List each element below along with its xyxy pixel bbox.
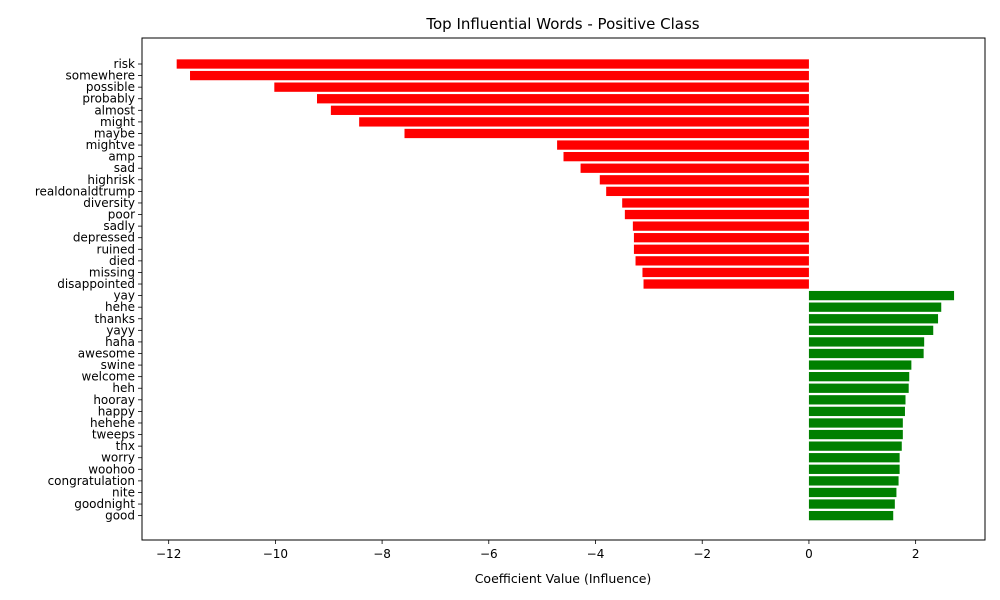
y-tick-label: congratulation bbox=[48, 474, 135, 488]
x-axis-label: Coefficient Value (Influence) bbox=[475, 571, 652, 586]
x-tick-label: −8 bbox=[373, 547, 391, 561]
y-tick-label: missing bbox=[89, 265, 135, 279]
bar-poor bbox=[624, 209, 809, 220]
y-tick-label: worry bbox=[101, 451, 135, 465]
y-tick-label: haha bbox=[105, 335, 135, 349]
bar-disappointed bbox=[643, 279, 809, 289]
y-tick-label: swine bbox=[101, 358, 135, 372]
bar-yay bbox=[808, 290, 955, 301]
y-tick-label: yay bbox=[113, 289, 135, 303]
y-tick-label: nite bbox=[112, 485, 135, 499]
y-tick-label: thx bbox=[116, 439, 135, 453]
bar-worry bbox=[808, 453, 900, 463]
bar-woohoo bbox=[808, 464, 900, 474]
y-tick-label: almost bbox=[94, 103, 135, 117]
bar-happy bbox=[808, 406, 905, 417]
x-tick-label: −4 bbox=[587, 547, 605, 561]
y-tick-label: risk bbox=[114, 57, 136, 71]
y-tick-label: died bbox=[109, 254, 135, 268]
y-tick-label: yayy bbox=[106, 323, 135, 337]
y-tick-label: somewhere bbox=[65, 69, 135, 83]
bar-awesome bbox=[808, 348, 924, 359]
y-tick-label: disappointed bbox=[57, 277, 135, 291]
x-tick-label: −10 bbox=[263, 547, 288, 561]
x-tick-label: −12 bbox=[156, 547, 181, 561]
bar-good bbox=[808, 510, 894, 521]
bar-haha bbox=[808, 337, 925, 347]
x-tick-label: 2 bbox=[912, 547, 920, 561]
y-tick-label: realdonaldtrump bbox=[35, 184, 135, 198]
bar-maybe bbox=[404, 128, 809, 139]
bar-yayy bbox=[808, 325, 934, 335]
bar-welcome bbox=[808, 372, 910, 382]
x-tick-label: −2 bbox=[693, 547, 711, 561]
bar-died bbox=[635, 256, 809, 266]
y-tick-label: might bbox=[100, 115, 135, 129]
bar-sadly bbox=[632, 221, 809, 231]
bar-missing bbox=[642, 267, 809, 278]
y-tick-label: thanks bbox=[95, 312, 135, 326]
bar-swine bbox=[808, 360, 912, 370]
y-tick-label: poor bbox=[108, 208, 135, 222]
bar-probably bbox=[317, 94, 809, 104]
y-tick-label: hooray bbox=[93, 393, 135, 407]
bar-congratulation bbox=[808, 476, 899, 486]
bar-thx bbox=[808, 441, 902, 451]
bar-highrisk bbox=[599, 175, 809, 185]
chart-title: Top Influential Words - Positive Class bbox=[425, 15, 699, 33]
y-tick-label: tweeps bbox=[92, 428, 135, 442]
y-tick-label: highrisk bbox=[87, 173, 135, 187]
bar-might bbox=[359, 117, 809, 127]
bar-sad bbox=[580, 163, 809, 173]
y-tick-label: maybe bbox=[94, 126, 135, 140]
bar-realdonaldtrump bbox=[606, 186, 809, 197]
bar-amp bbox=[563, 151, 809, 162]
bar-depressed bbox=[633, 233, 809, 243]
bar-thanks bbox=[808, 314, 939, 324]
y-tick-label: hehe bbox=[105, 300, 135, 314]
y-tick-label: awesome bbox=[78, 347, 135, 361]
bar-tweeps bbox=[808, 429, 903, 440]
bar-possible bbox=[274, 82, 809, 92]
y-axis: risksomewherepossibleprobablyalmostmight… bbox=[35, 57, 142, 523]
y-tick-label: hehehe bbox=[90, 416, 135, 430]
y-tick-label: possible bbox=[86, 80, 135, 94]
x-axis: −12 −10 −8 −6 −4 −2 0 2 bbox=[156, 540, 919, 561]
y-tick-label: heh bbox=[112, 381, 135, 395]
bar-heh bbox=[808, 383, 909, 393]
bar-hehe bbox=[808, 302, 942, 312]
y-tick-label: ruined bbox=[97, 242, 135, 256]
x-tick-label: −6 bbox=[480, 547, 498, 561]
y-tick-label: sad bbox=[114, 161, 135, 175]
y-tick-label: sadly bbox=[103, 219, 135, 233]
bar-almost bbox=[330, 105, 809, 115]
bar-diversity bbox=[622, 198, 809, 208]
y-tick-label: welcome bbox=[81, 370, 135, 384]
bar-ruined bbox=[633, 244, 809, 254]
y-tick-label: happy bbox=[98, 404, 135, 418]
y-tick-label: mightve bbox=[86, 138, 135, 152]
bar-hooray bbox=[808, 395, 906, 405]
y-tick-label: goodnight bbox=[74, 497, 135, 511]
y-tick-label: probably bbox=[82, 92, 135, 106]
bars-layer bbox=[176, 59, 955, 521]
bar-mightve bbox=[557, 140, 809, 150]
y-tick-label: diversity bbox=[83, 196, 135, 210]
y-tick-label: amp bbox=[108, 150, 135, 164]
plot-frame bbox=[141, 37, 986, 541]
y-tick-label: good bbox=[105, 509, 135, 523]
bar-somewhere bbox=[190, 70, 809, 81]
bar-hehehe bbox=[808, 418, 903, 428]
x-tick-label: 0 bbox=[805, 547, 813, 561]
bar-risk bbox=[176, 59, 809, 69]
y-tick-label: woohoo bbox=[88, 462, 135, 476]
y-tick-label: depressed bbox=[73, 231, 135, 245]
bar-nite bbox=[808, 487, 897, 498]
bar-goodnight bbox=[808, 499, 895, 509]
